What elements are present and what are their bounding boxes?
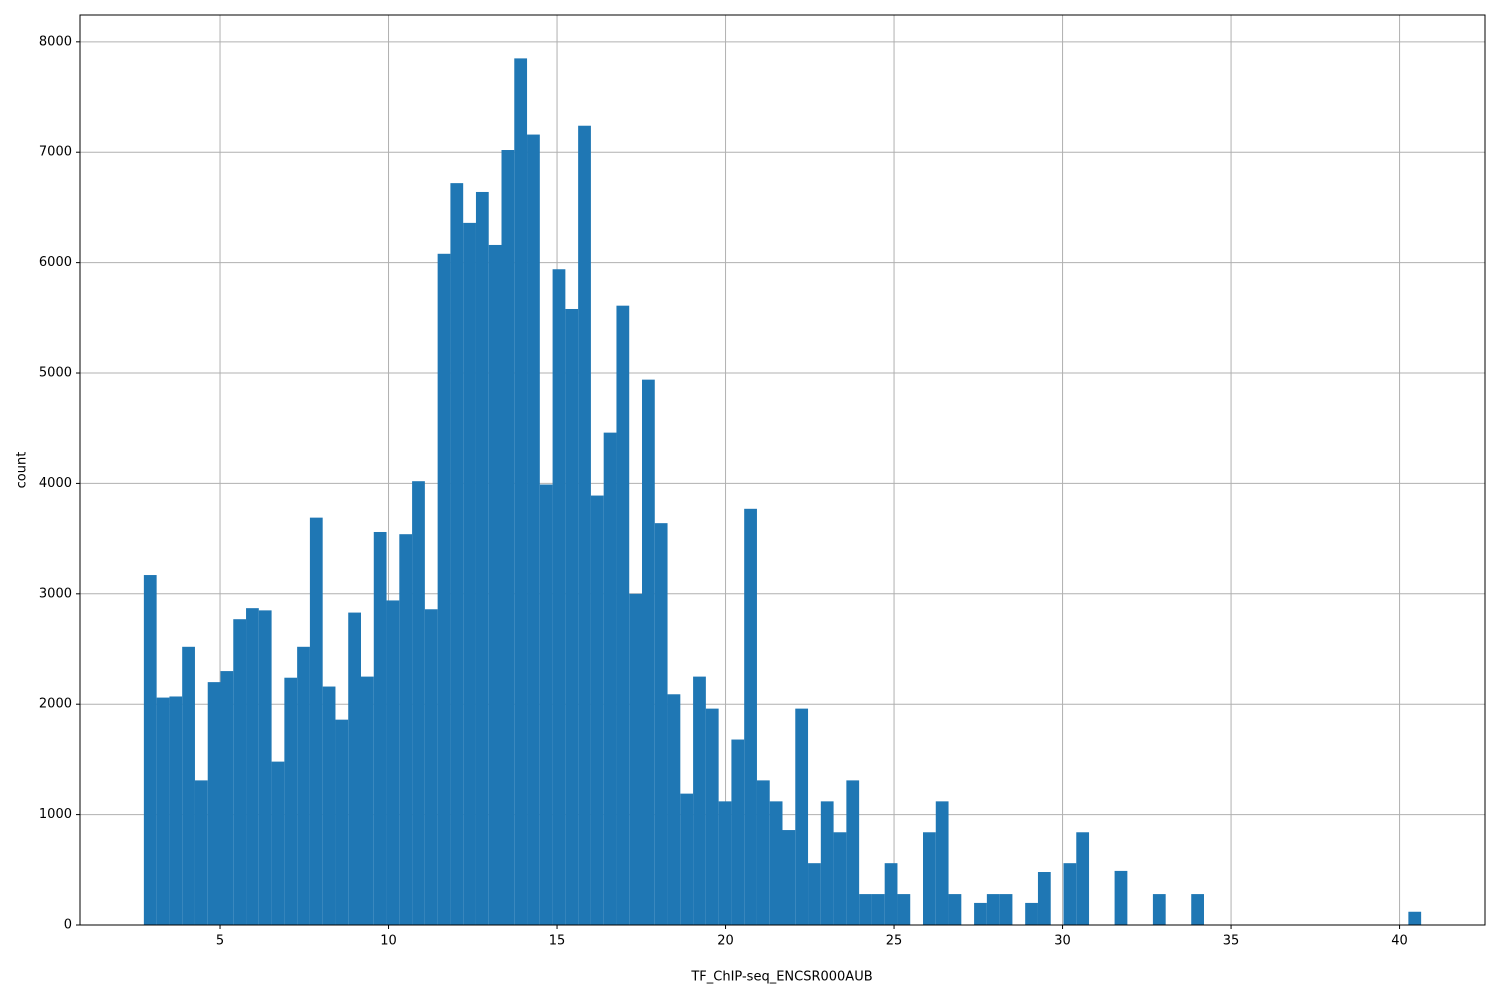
bar: [833, 832, 847, 925]
bar: [373, 531, 387, 925]
bar: [756, 780, 770, 925]
bar: [322, 686, 336, 925]
bar: [246, 608, 259, 925]
y-axis-label: count: [15, 452, 30, 489]
bar: [948, 894, 962, 925]
bar: [399, 534, 413, 925]
bar: [194, 780, 208, 925]
bar: [552, 269, 566, 925]
bar: [1037, 872, 1051, 925]
x-tick-label: 20: [717, 934, 734, 949]
y-tick-label: 1000: [39, 807, 72, 822]
y-tick-label: 0: [64, 918, 72, 933]
bar: [578, 125, 591, 925]
bar: [769, 801, 783, 925]
bar: [846, 780, 860, 925]
bar: [1114, 870, 1128, 925]
bar: [1408, 911, 1422, 925]
bar: [488, 244, 502, 926]
bar: [923, 832, 936, 925]
bar: [514, 58, 528, 925]
bar: [744, 508, 757, 925]
bar: [386, 600, 400, 925]
bar: [475, 191, 489, 925]
bar: [795, 708, 809, 925]
bar: [667, 694, 681, 925]
bar: [590, 495, 604, 925]
bar: [1025, 902, 1038, 925]
bar: [156, 697, 170, 925]
bar: [143, 575, 157, 925]
x-tick-label: 35: [1223, 934, 1240, 949]
bar: [1152, 894, 1166, 925]
bar: [1076, 832, 1090, 925]
bar: [220, 671, 234, 925]
x-tick-label: 10: [380, 934, 397, 949]
bar: [527, 134, 540, 925]
bar: [935, 801, 949, 925]
bar: [884, 863, 898, 925]
y-tick-label: 8000: [39, 34, 72, 49]
bar: [424, 609, 438, 925]
bar: [782, 830, 796, 925]
y-tick-label: 3000: [39, 586, 72, 601]
y-tick-label: 5000: [39, 366, 72, 381]
bar: [258, 610, 272, 925]
y-tick-label: 7000: [39, 145, 72, 160]
plot-frame: [79, 14, 1486, 926]
bar: [603, 432, 617, 925]
bar: [348, 612, 361, 925]
bar: [808, 863, 821, 925]
x-tick-label: 15: [549, 934, 566, 949]
bar: [361, 676, 374, 925]
bar: [986, 894, 1000, 925]
bar: [859, 894, 872, 925]
bar: [820, 801, 834, 925]
bar: [974, 902, 987, 925]
bar: [999, 894, 1013, 925]
bar: [309, 517, 323, 925]
y-tick-label: 6000: [39, 255, 72, 270]
bar: [705, 708, 719, 925]
bar: [169, 696, 183, 925]
x-tick-label: 5: [216, 934, 224, 949]
bar: [731, 739, 745, 925]
bar: [463, 222, 476, 926]
bar: [297, 646, 310, 925]
bar: [182, 646, 195, 925]
bar: [284, 677, 298, 925]
bar: [565, 308, 579, 925]
bar: [271, 761, 285, 925]
bar: [450, 183, 464, 926]
bar: [539, 484, 553, 925]
bar: [629, 593, 642, 925]
bar: [1191, 894, 1204, 925]
bar: [654, 523, 668, 925]
bar: [680, 793, 694, 925]
bar: [501, 150, 515, 926]
x-tick-label: 25: [886, 934, 903, 949]
bar: [412, 481, 425, 925]
bar: [718, 801, 732, 925]
x-tick-label: 30: [1054, 934, 1071, 949]
bar: [616, 305, 630, 925]
bar: [693, 676, 706, 925]
bar: [1063, 863, 1077, 925]
y-tick-label: 2000: [39, 697, 72, 712]
bar: [437, 253, 451, 925]
bar: [207, 682, 221, 925]
bar: [897, 894, 911, 925]
x-axis-label: TF_ChIP-seq_ENCSR000AUB: [690, 970, 872, 985]
bar: [871, 894, 885, 925]
bar: [335, 719, 349, 925]
bar: [642, 379, 655, 926]
y-tick-label: 4000: [39, 476, 72, 491]
bar: [233, 619, 247, 925]
x-tick-label: 40: [1391, 934, 1408, 949]
